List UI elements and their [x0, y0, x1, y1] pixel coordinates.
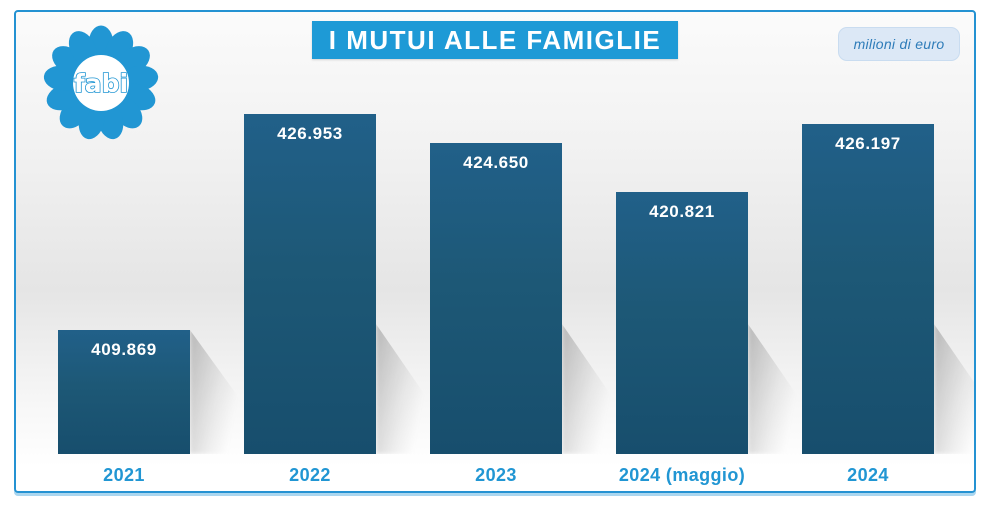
fabi-logo: fabi	[43, 25, 159, 140]
bar: 426.197	[802, 124, 934, 454]
bar-group: 426.197 2024	[802, 124, 934, 485]
bar: 420.821	[616, 192, 748, 454]
petal-icon	[97, 102, 124, 140]
bar: 409.869	[58, 330, 190, 454]
bar-group: 409.869 2021	[58, 330, 190, 485]
bar-category-label: 2023	[475, 465, 517, 485]
bar-value-label: 424.650	[463, 153, 529, 172]
bar-category-label: 2024	[847, 465, 889, 485]
bar-value-label: 426.197	[835, 134, 901, 153]
bar: 424.650	[430, 143, 562, 454]
flower-center	[73, 55, 129, 111]
unit-badge: milioni di euro	[838, 27, 960, 61]
petal-icon	[46, 83, 83, 111]
flower-petals-icon	[43, 25, 159, 140]
petal-icon	[68, 31, 97, 66]
bar-category-label: 2024 (maggio)	[618, 465, 746, 485]
bar-value-label: 409.869	[91, 340, 157, 359]
bar-value-label: 420.821	[649, 202, 715, 221]
bar-chart: 409.869 2021 426.953 2022 424.650 2023 420.821…	[58, 114, 934, 485]
bar-group: 426.953 2022	[244, 114, 376, 485]
bar-value-label: 426.953	[277, 124, 343, 143]
bar-category-label: 2021	[103, 465, 145, 485]
bar-group: 424.650 2023	[430, 143, 562, 485]
bar: 426.953	[244, 114, 376, 454]
bar-group: 420.821 2024 (maggio)	[616, 192, 748, 485]
chart-frame: fabi I MUTUI ALLE FAMIGLIE milioni di eu…	[14, 10, 976, 493]
bar-category-label: 2022	[289, 465, 331, 485]
chart-title: I MUTUI ALLE FAMIGLIE	[312, 21, 678, 59]
fabi-logo-text: fabi	[74, 69, 128, 98]
